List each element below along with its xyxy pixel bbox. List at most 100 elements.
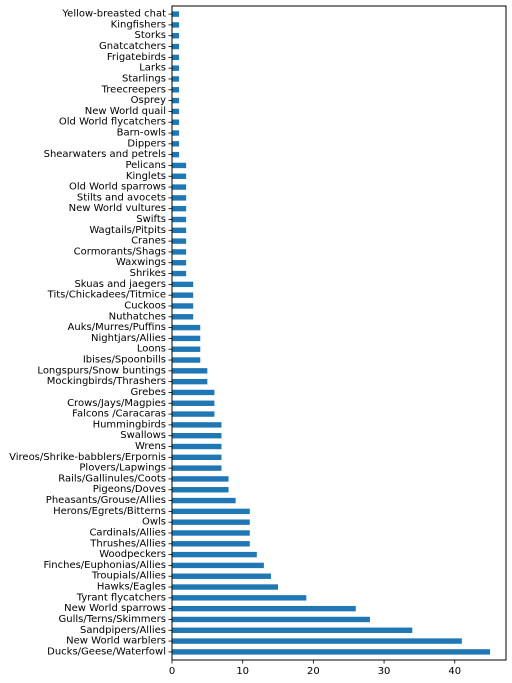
bars-group xyxy=(172,11,491,655)
bar xyxy=(172,649,491,655)
y-tick-label: Hawks/Eagles xyxy=(97,582,166,593)
y-tick-label: Vireos/Shrike-babblers/Erpornis xyxy=(9,452,166,463)
y-tick-label: Pheasants/Grouse/Allies xyxy=(46,495,166,506)
y-tick-label: Old World flycatchers xyxy=(59,117,166,128)
y-tick-label: Skuas and jaegers xyxy=(74,279,166,290)
bar xyxy=(172,443,222,450)
bar xyxy=(172,595,307,601)
y-tick-label: Grebes xyxy=(130,387,166,398)
bar xyxy=(172,195,187,201)
y-tick-label: Ducks/Geese/Waterfowl xyxy=(47,646,166,657)
y-tick-label: Swifts xyxy=(136,214,166,225)
y-tick-label: Sandpipers/Allies xyxy=(80,625,166,636)
y-tick-label: Loons xyxy=(137,344,166,355)
bar xyxy=(172,173,187,179)
bar xyxy=(172,335,201,342)
bar xyxy=(172,324,201,331)
bar xyxy=(172,400,215,406)
bar xyxy=(172,605,356,612)
bar xyxy=(172,184,187,190)
y-tick-label: Falcons /Caracaras xyxy=(72,409,166,420)
bar xyxy=(172,541,250,547)
bar xyxy=(172,346,201,352)
y-tick-label: Kingfishers xyxy=(111,19,166,30)
y-tick-label: Gnatcatchers xyxy=(99,41,166,52)
bar xyxy=(172,530,250,536)
y-tick-label: New World sparrows xyxy=(64,603,166,614)
bar xyxy=(172,162,187,169)
bar xyxy=(172,87,180,93)
y-tick-label: Barn-owls xyxy=(117,128,166,139)
bar xyxy=(172,33,180,39)
y-tick-label: Hummingbirds xyxy=(93,419,166,430)
bar xyxy=(172,151,180,158)
y-tick-label: Pigeons/Doves xyxy=(93,484,166,495)
y-tick-label: Crows/Jays/Magpies xyxy=(67,398,166,409)
bar xyxy=(172,476,229,482)
x-tick-label: 10 xyxy=(236,666,249,677)
bar xyxy=(172,497,236,504)
y-tick-label: Woodpeckers xyxy=(99,549,166,560)
bar xyxy=(172,65,180,71)
y-tick-label: Finches/Euphonias/Allies xyxy=(43,560,166,571)
y-tick-label: Plovers/Lapwings xyxy=(79,463,166,474)
bar xyxy=(172,454,222,461)
x-tick-label: 40 xyxy=(448,666,461,677)
bar xyxy=(172,260,187,266)
bar xyxy=(172,411,215,417)
bar xyxy=(172,97,180,104)
bar xyxy=(172,584,279,590)
y-tick-label: Waxwings xyxy=(116,257,166,268)
y-tick-label: Nuthatches xyxy=(109,311,166,322)
bar xyxy=(172,227,187,234)
y-tick-label: Starlings xyxy=(122,73,166,84)
bar xyxy=(172,357,201,363)
bar xyxy=(172,519,250,525)
bar xyxy=(172,551,257,558)
bar xyxy=(172,314,194,320)
y-tick-label: Nightjars/Allies xyxy=(91,333,166,344)
y-tick-label: Osprey xyxy=(131,95,166,106)
y-tick-label: Ibises/Spoonbills xyxy=(83,355,166,366)
y-tick-label: Cardinals/Allies xyxy=(89,527,166,538)
y-tick-label: Cuckoos xyxy=(124,300,166,311)
y-tick-label: Shearwaters and petrels xyxy=(44,149,166,160)
bar xyxy=(172,573,271,579)
x-ticks: 0 10 20 30 40 xyxy=(169,660,461,677)
bar xyxy=(172,281,194,288)
y-tick-label: Shrikes xyxy=(130,268,166,279)
y-tick-label: New World warblers xyxy=(66,636,166,647)
bar xyxy=(172,368,208,374)
bar xyxy=(172,54,180,61)
y-tick-label: Dippers xyxy=(127,138,166,149)
bar xyxy=(172,303,194,309)
bar xyxy=(172,616,370,623)
bar xyxy=(172,432,222,439)
bar xyxy=(172,465,222,471)
y-tick-label: Herons/Egrets/Bitterns xyxy=(53,506,166,517)
y-tick-label: Cranes xyxy=(131,236,166,247)
y-tick-label: Auks/Murres/Puffins xyxy=(68,322,166,333)
y-tick-label: Tyrant flycatchers xyxy=(76,592,166,603)
x-tick-label: 30 xyxy=(378,666,391,677)
bar xyxy=(172,270,187,277)
y-tick-label: Frigatebirds xyxy=(107,52,166,63)
bar xyxy=(172,108,180,115)
y-tick-label: Swallows xyxy=(120,430,166,441)
y-tick-label: Old World sparrows xyxy=(69,182,166,193)
y-tick-label: Treecreepers xyxy=(101,84,166,95)
y-tick-label: Troupials/Allies xyxy=(91,571,166,582)
x-tick-label: 20 xyxy=(307,666,320,677)
bar xyxy=(172,11,180,17)
y-tick-label: Cormorants/Shags xyxy=(74,246,166,257)
y-tick-label: Kinglets xyxy=(126,171,166,182)
plot-frame xyxy=(171,5,507,661)
bar xyxy=(172,638,462,644)
y-tick-label: Gulls/Terns/Skimmers xyxy=(58,614,166,625)
bar xyxy=(172,141,180,147)
bar xyxy=(172,292,194,298)
bar xyxy=(172,130,180,136)
bar xyxy=(172,627,413,633)
y-tick-label: Yellow-breasted chat xyxy=(61,9,166,20)
y-tick-label: Thrushes/Allies xyxy=(89,538,166,549)
